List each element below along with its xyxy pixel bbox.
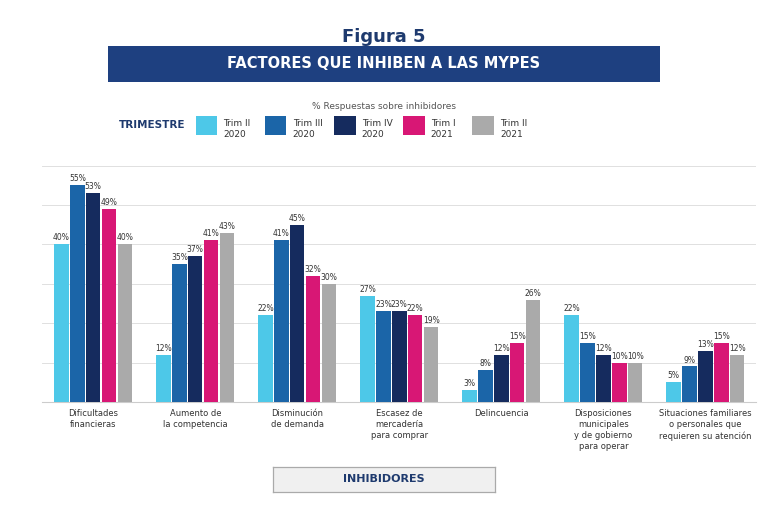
Text: 5%: 5% [667,371,680,380]
Bar [376,311,391,402]
Text: 55%: 55% [69,174,86,183]
Bar [290,225,304,402]
Bar [188,256,203,402]
Bar [564,315,579,402]
Bar [462,390,477,402]
Text: Figura 5: Figura 5 [343,28,425,46]
Bar [360,295,375,402]
Text: 12%: 12% [155,344,172,353]
Text: 19%: 19% [423,316,439,325]
Text: Trim III
2020: Trim III 2020 [293,119,323,139]
Bar [628,362,642,402]
Bar [70,185,84,402]
Bar [86,193,101,402]
Bar [322,284,336,402]
Text: 53%: 53% [84,182,101,191]
Text: 41%: 41% [273,229,290,239]
Bar [220,232,234,402]
Bar [683,367,697,402]
Text: 43%: 43% [219,222,236,230]
Text: 12%: 12% [729,344,746,353]
Text: 30%: 30% [321,273,338,282]
Text: 15%: 15% [579,332,596,341]
Bar [612,362,627,402]
Bar [424,327,439,402]
Text: 26%: 26% [525,289,541,297]
Text: 22%: 22% [257,304,274,313]
Text: 8%: 8% [479,359,492,369]
Bar [392,311,406,402]
Text: 12%: 12% [595,344,612,353]
Text: 22%: 22% [563,304,580,313]
Text: 10%: 10% [627,352,644,360]
Text: 41%: 41% [203,229,220,239]
Bar [306,276,320,402]
Text: 9%: 9% [684,355,696,365]
Text: 12%: 12% [493,344,510,353]
Text: 23%: 23% [375,301,392,309]
Bar [408,315,422,402]
Bar [204,241,218,402]
Text: 32%: 32% [305,265,322,274]
Text: 27%: 27% [359,285,376,293]
Bar [667,382,680,402]
Text: 35%: 35% [171,253,188,262]
Bar [478,370,492,402]
Text: TRIMESTRE: TRIMESTRE [119,120,186,131]
Text: 3%: 3% [464,379,475,388]
Text: Trim I
2021: Trim I 2021 [431,119,455,139]
Text: 23%: 23% [391,301,408,309]
Bar [714,343,729,402]
Bar [730,355,744,402]
Bar [118,244,132,402]
Text: Trim II
2020: Trim II 2020 [223,119,250,139]
Text: Trim IV
2020: Trim IV 2020 [362,119,392,139]
Text: 13%: 13% [697,340,713,349]
Bar [495,355,508,402]
Bar [157,355,170,402]
Text: 40%: 40% [117,233,134,242]
Text: 40%: 40% [53,233,70,242]
Text: 45%: 45% [289,214,306,223]
Bar [510,343,525,402]
Text: INHIBIDORES: INHIBIDORES [343,474,425,484]
Bar [698,351,713,402]
Text: FACTORES QUE INHIBEN A LAS MYPES: FACTORES QUE INHIBEN A LAS MYPES [227,56,541,72]
Bar [172,264,187,402]
Bar [581,343,594,402]
Bar [55,244,68,402]
Text: 15%: 15% [713,332,730,341]
Bar [526,300,541,402]
Bar [274,241,289,402]
Bar [258,315,273,402]
Text: 49%: 49% [101,198,118,207]
Text: 37%: 37% [187,245,204,254]
Text: 10%: 10% [611,352,627,360]
Text: Trim II
2021: Trim II 2021 [500,119,527,139]
Text: 15%: 15% [509,332,525,341]
Bar [596,355,611,402]
Bar [102,209,116,402]
Text: 22%: 22% [407,304,424,313]
Text: % Respuestas sobre inhibidores: % Respuestas sobre inhibidores [312,102,456,112]
